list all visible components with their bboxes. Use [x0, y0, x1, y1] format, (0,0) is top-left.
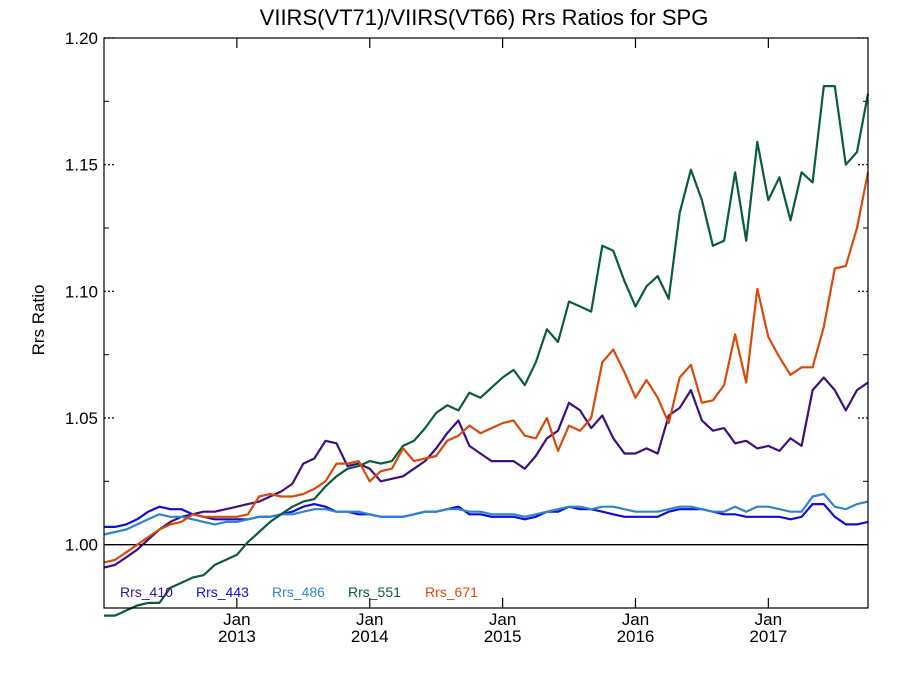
legend-entry: Rrs_410: [120, 584, 173, 600]
ytick-label: 1.00: [65, 536, 98, 555]
ytick-label: 1.20: [65, 29, 98, 48]
chart-title: VIIRS(VT71)/VIIRS(VT66) Rrs Ratios for S…: [260, 5, 709, 30]
xtick-label-year: 2013: [218, 627, 256, 646]
xtick-label-month: Jan: [489, 610, 516, 629]
legend: Rrs_410 Rrs_443 Rrs_486 Rrs_551 Rrs_671: [120, 584, 478, 600]
series-line-rrs-443: [104, 503, 869, 529]
xtick-label-month: Jan: [356, 610, 383, 629]
xtick-label-year: 2017: [749, 627, 787, 646]
xtick-label-month: Jan: [223, 610, 250, 629]
ytick-label: 1.15: [65, 156, 98, 175]
series-line-rrs-486: [103, 492, 869, 536]
series-line-rrs-410: [103, 376, 869, 569]
legend-entry: Rrs_671: [425, 584, 478, 600]
ytick-label: 1.05: [65, 409, 98, 428]
legend-entry: Rrs_551: [348, 584, 401, 600]
series-lines: [103, 84, 870, 617]
plot-frame: [103, 37, 869, 609]
series-line-rrs-671: [103, 172, 870, 564]
xtick-label-month: Jan: [755, 610, 782, 629]
ytick-label: 1.10: [65, 282, 98, 301]
y-axis-label: Rrs Ratio: [29, 285, 48, 356]
legend-entry: Rrs_486: [272, 584, 325, 600]
legend-entry: Rrs_443: [196, 584, 249, 600]
y-axis-ticks: 1.00 1.05 1.10 1.15 1.20: [65, 29, 868, 609]
xtick-label-month: Jan: [622, 610, 649, 629]
xtick-label-year: 2016: [617, 627, 655, 646]
xtick-label-year: 2014: [351, 627, 389, 646]
xtick-label-year: 2015: [484, 627, 522, 646]
series-line-rrs-551: [104, 84, 870, 617]
